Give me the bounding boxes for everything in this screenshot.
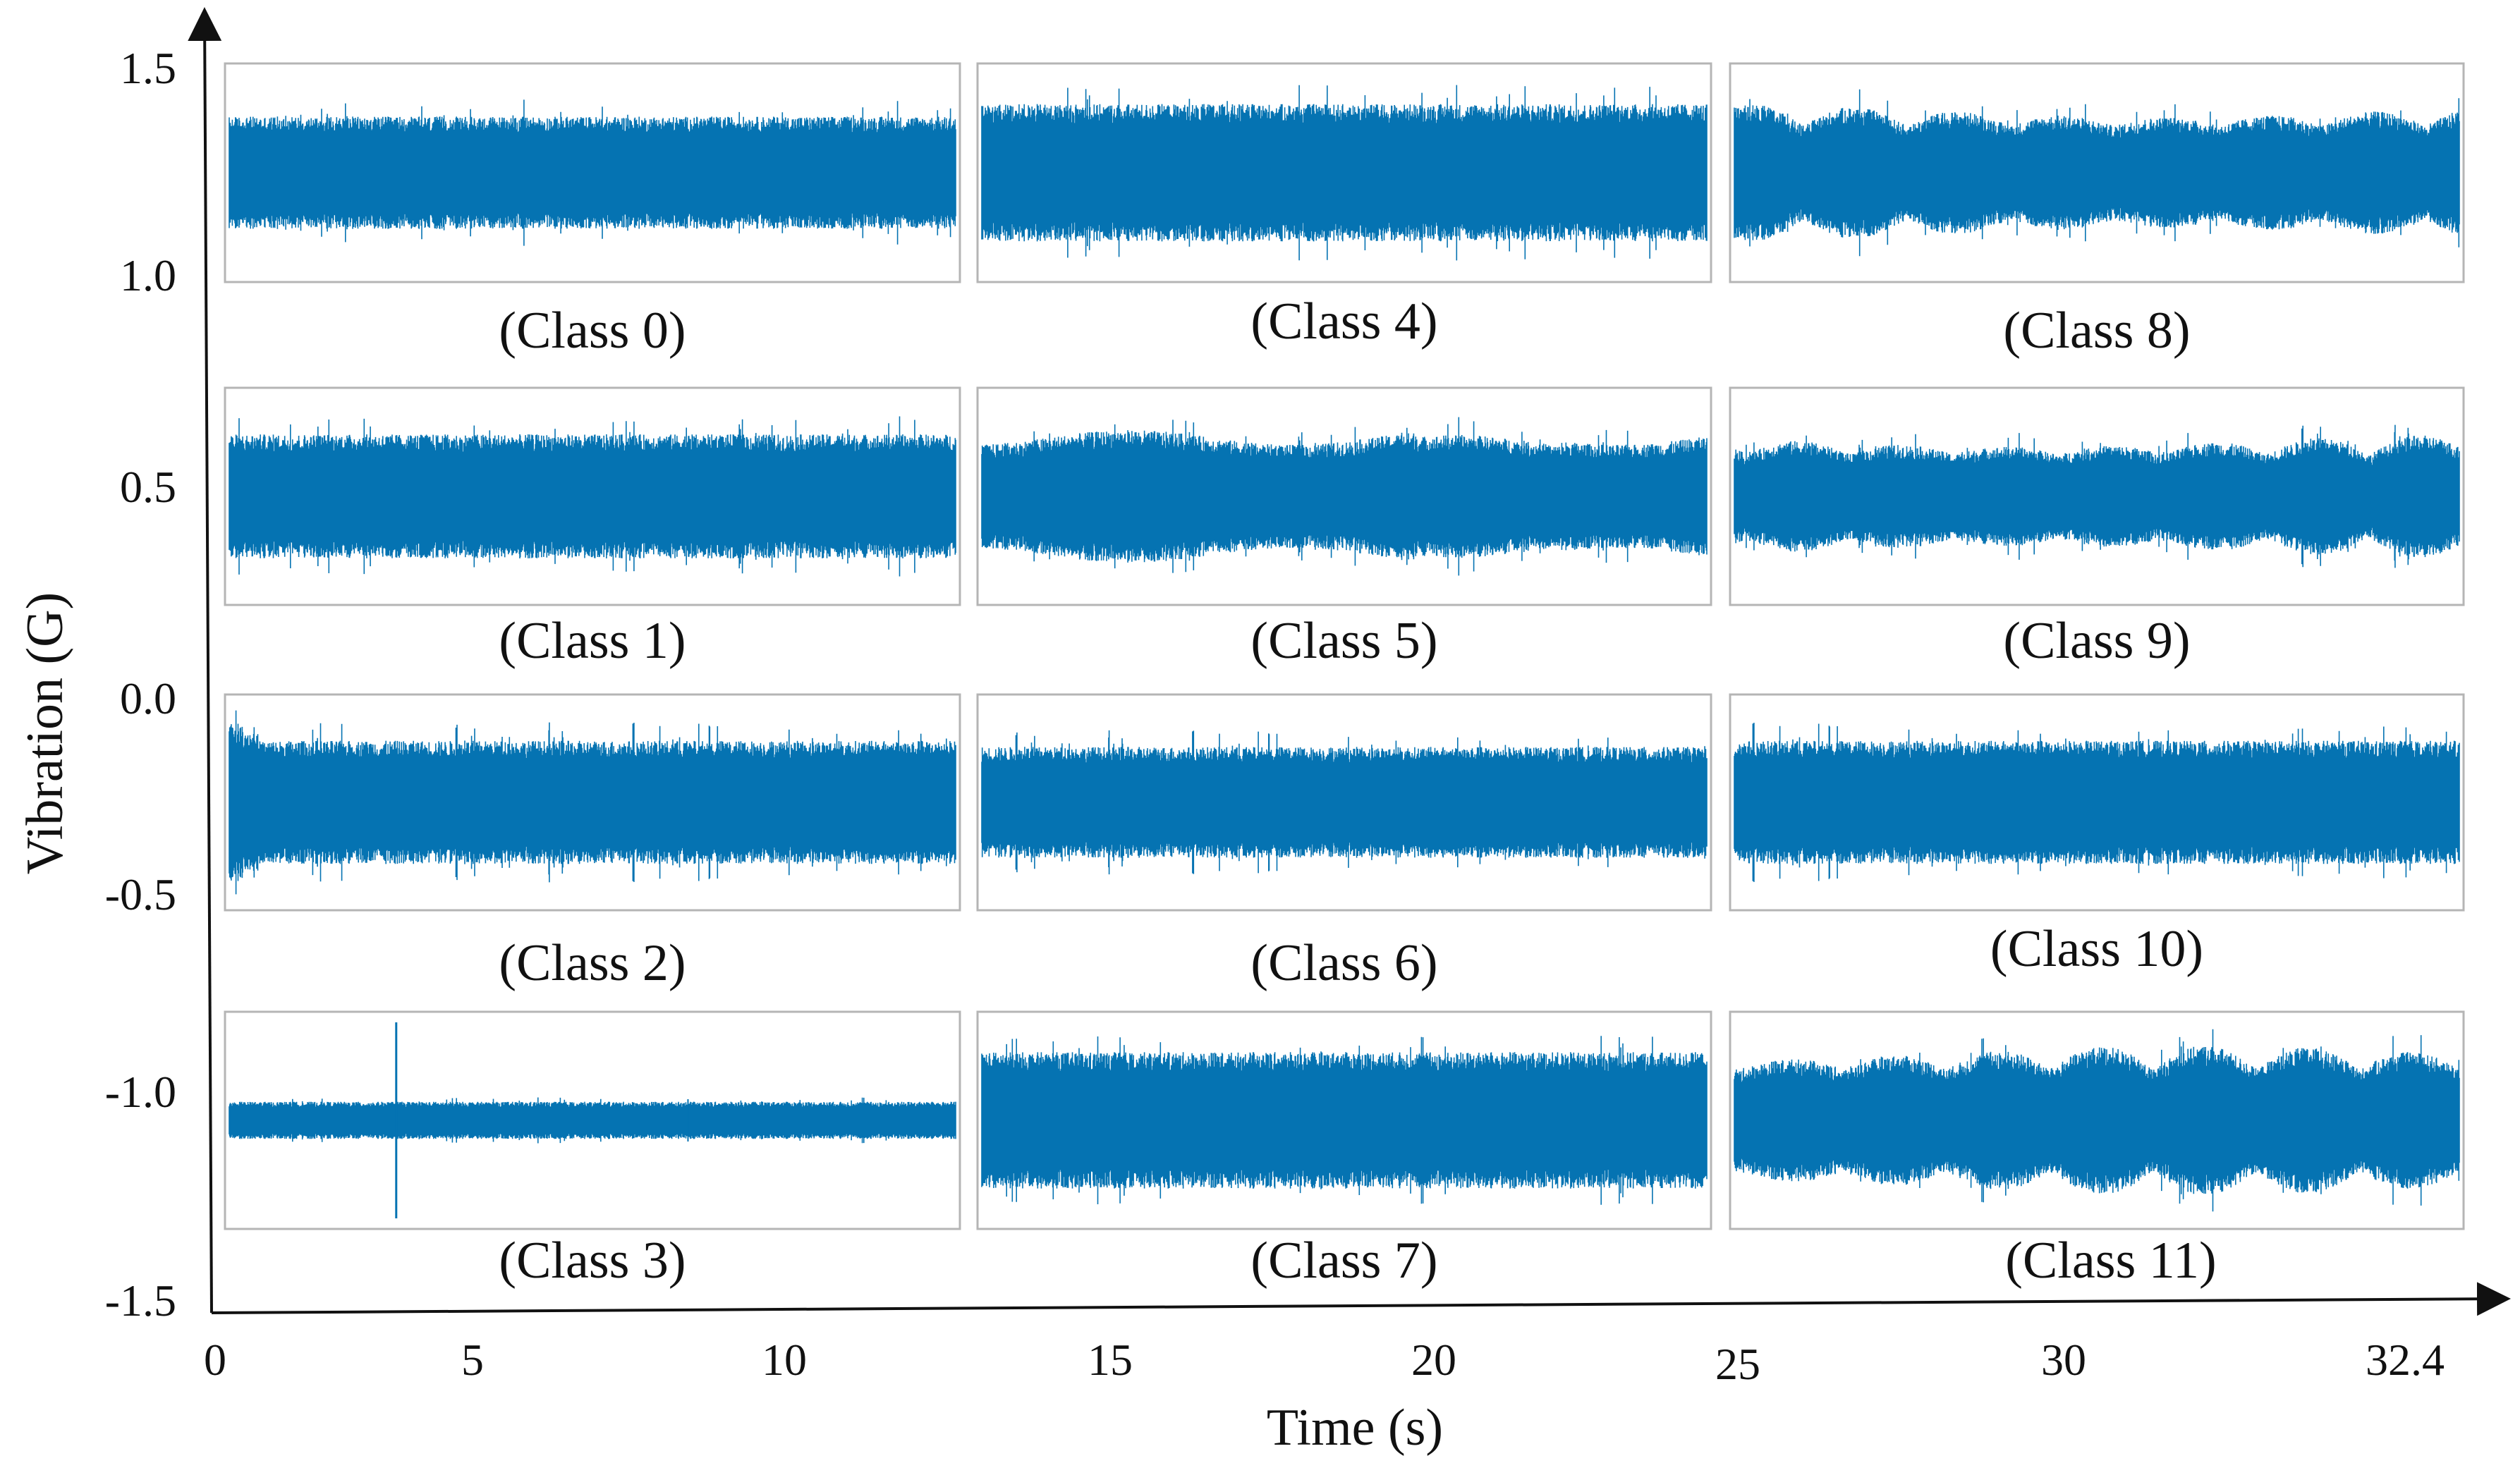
class-label: (Class 10) bbox=[1990, 920, 2203, 978]
panel-class-1: (Class 1) bbox=[224, 386, 961, 670]
class-label: (Class 11) bbox=[2005, 1232, 2216, 1290]
y-tick-label: 0.0 bbox=[120, 673, 176, 723]
class-label: (Class 7) bbox=[1250, 1232, 1437, 1290]
panel-class-3: (Class 3) bbox=[224, 1010, 961, 1290]
x-tick-label: 5 bbox=[461, 1335, 484, 1385]
panel-class-6: (Class 6) bbox=[976, 693, 1712, 992]
panel-class-9: (Class 9) bbox=[1729, 386, 2465, 670]
x-tick-label: 10 bbox=[762, 1335, 807, 1385]
class-label: (Class 4) bbox=[1250, 293, 1437, 350]
signal-waveform bbox=[1734, 89, 2460, 257]
y-tick-label: -1.0 bbox=[105, 1067, 176, 1117]
tick-labels: 1.5 1.0 0.5 0.0 -0.5 -1.0 -1.5 0 5 10 15 20 25 30 32.4 bbox=[105, 43, 2445, 1389]
signal-waveform bbox=[981, 730, 1708, 875]
class-label: (Class 6) bbox=[1250, 934, 1437, 992]
signal-waveform bbox=[229, 99, 956, 246]
signal-waveform bbox=[981, 417, 1708, 576]
y-tick-label: 1.0 bbox=[120, 250, 176, 300]
signal-panels: (Class 0) (Class 1) (Class 2) (Class 3) (Cla… bbox=[224, 62, 2465, 1290]
class-label: (Class 2) bbox=[499, 934, 686, 992]
y-axis bbox=[188, 7, 222, 1314]
panel-class-10: (Class 10) bbox=[1729, 693, 2465, 978]
x-tick-label: 20 bbox=[1411, 1335, 1456, 1385]
panel-class-5: (Class 5) bbox=[976, 386, 1712, 670]
y-axis-title: Vibration (G) bbox=[16, 592, 74, 874]
x-tick-label: 30 bbox=[2041, 1335, 2086, 1385]
x-tick-label: 15 bbox=[1088, 1335, 1133, 1385]
y-tick-label: -1.5 bbox=[105, 1275, 176, 1326]
signal-waveform bbox=[229, 1097, 956, 1144]
class-label: (Class 8) bbox=[2003, 302, 2190, 360]
class-label: (Class 3) bbox=[499, 1232, 686, 1290]
y-tick-label: 0.5 bbox=[120, 462, 176, 512]
signal-waveform bbox=[981, 85, 1708, 261]
x-axis-title: Time (s) bbox=[1267, 1399, 1443, 1457]
panel-class-7: (Class 7) bbox=[976, 1010, 1712, 1290]
panel-class-8: (Class 8) bbox=[1729, 62, 2465, 360]
signal-waveform bbox=[981, 1036, 1708, 1205]
signal-waveform bbox=[1734, 723, 2460, 882]
panel-class-11: (Class 11) bbox=[1729, 1010, 2465, 1290]
class-label: (Class 9) bbox=[2003, 612, 2190, 670]
signal-waveform bbox=[1734, 424, 2460, 568]
class-label: (Class 0) bbox=[499, 302, 686, 360]
panel-class-0: (Class 0) bbox=[224, 62, 961, 360]
panel-class-4: (Class 4) bbox=[976, 62, 1712, 350]
x-tick-label: 32.4 bbox=[2366, 1335, 2445, 1385]
x-axis bbox=[211, 1282, 2511, 1316]
y-tick-label: 1.5 bbox=[120, 43, 176, 93]
y-tick-label: -0.5 bbox=[105, 869, 176, 919]
x-tick-label: 25 bbox=[1715, 1339, 1760, 1389]
signal-waveform bbox=[229, 710, 956, 895]
class-label: (Class 5) bbox=[1250, 612, 1437, 670]
signal-waveform bbox=[229, 416, 956, 577]
class-label: (Class 1) bbox=[499, 612, 686, 670]
panel-class-2: (Class 2) bbox=[224, 693, 961, 992]
signal-waveform bbox=[1734, 1029, 2460, 1212]
x-tick-label: 0 bbox=[204, 1335, 226, 1385]
